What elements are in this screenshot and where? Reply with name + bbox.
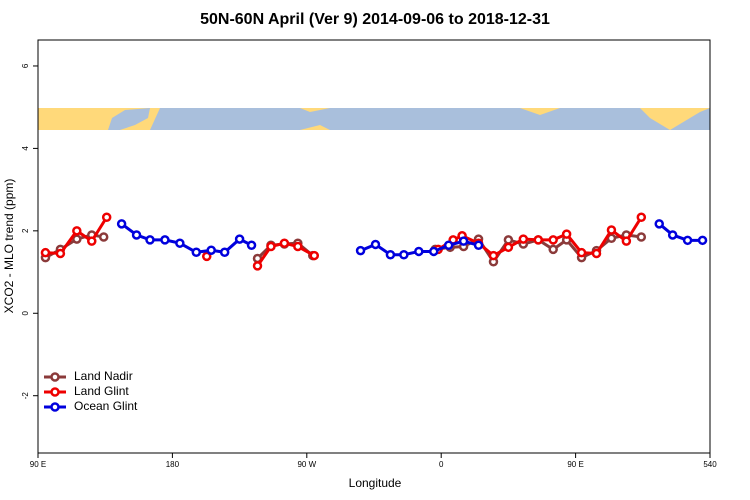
point bbox=[636, 232, 647, 242]
point bbox=[87, 236, 97, 246]
point bbox=[518, 234, 529, 244]
point bbox=[385, 249, 396, 260]
map-strip bbox=[38, 108, 710, 130]
x-tick-label: 540 bbox=[703, 460, 717, 469]
point bbox=[293, 241, 303, 252]
point bbox=[234, 234, 245, 244]
x-tick-label: 90 E bbox=[567, 460, 583, 469]
y-tick-label: 6 bbox=[21, 63, 30, 68]
point bbox=[252, 261, 263, 271]
point bbox=[246, 240, 257, 251]
series-line bbox=[658, 222, 703, 242]
point bbox=[488, 250, 499, 261]
x-tick-label: 90 E bbox=[30, 460, 46, 469]
point bbox=[279, 238, 290, 248]
point bbox=[116, 219, 127, 229]
point bbox=[206, 245, 216, 255]
point bbox=[309, 250, 320, 261]
y-axis-label: XCO2 - MLO trend (ppm) bbox=[2, 179, 16, 314]
point bbox=[40, 247, 51, 258]
point bbox=[55, 248, 66, 259]
point bbox=[503, 242, 514, 253]
point bbox=[621, 236, 632, 246]
point bbox=[399, 249, 409, 260]
point bbox=[473, 240, 484, 251]
point bbox=[175, 238, 185, 248]
point bbox=[370, 239, 381, 250]
point bbox=[697, 235, 708, 246]
point bbox=[548, 235, 558, 245]
point bbox=[682, 235, 693, 246]
chart-title: 50N-60N April (Ver 9) 2014-09-06 to 2018… bbox=[200, 11, 550, 28]
x-axis-label: Longitude bbox=[349, 476, 402, 490]
legend-marker bbox=[50, 402, 60, 412]
point bbox=[654, 219, 664, 229]
point bbox=[219, 247, 230, 258]
y-tick-label: 4 bbox=[21, 146, 30, 151]
point bbox=[576, 247, 587, 258]
y-tick-label: 2 bbox=[21, 228, 30, 233]
series-line bbox=[120, 222, 253, 254]
x-tick-label: 90 W bbox=[297, 460, 316, 469]
point bbox=[191, 247, 202, 258]
point bbox=[533, 235, 544, 245]
point bbox=[145, 235, 155, 245]
point bbox=[591, 248, 602, 259]
legend-label: Land Nadir bbox=[74, 369, 133, 383]
point bbox=[503, 235, 514, 245]
point bbox=[131, 230, 142, 240]
point bbox=[414, 246, 424, 257]
point bbox=[160, 235, 170, 245]
plot-frame bbox=[37, 39, 711, 454]
point bbox=[548, 244, 558, 255]
point bbox=[458, 236, 469, 246]
point bbox=[101, 212, 112, 222]
point bbox=[443, 240, 454, 251]
point bbox=[561, 229, 572, 239]
legend-label: Land Glint bbox=[74, 384, 129, 398]
point bbox=[667, 230, 678, 240]
point bbox=[201, 251, 212, 262]
x-tick-label: 0 bbox=[439, 460, 444, 469]
x-tick-label: 180 bbox=[166, 460, 180, 469]
point bbox=[606, 225, 617, 235]
point bbox=[428, 246, 439, 257]
y-tick-label: -2 bbox=[21, 392, 30, 400]
y-tick-label: 0 bbox=[21, 310, 30, 315]
point bbox=[355, 245, 366, 256]
legend-marker bbox=[50, 372, 60, 382]
point bbox=[636, 212, 647, 222]
legend-label: Ocean Glint bbox=[74, 399, 138, 413]
point bbox=[72, 226, 82, 236]
point bbox=[266, 241, 276, 252]
legend-marker bbox=[50, 387, 60, 397]
point bbox=[98, 232, 109, 242]
